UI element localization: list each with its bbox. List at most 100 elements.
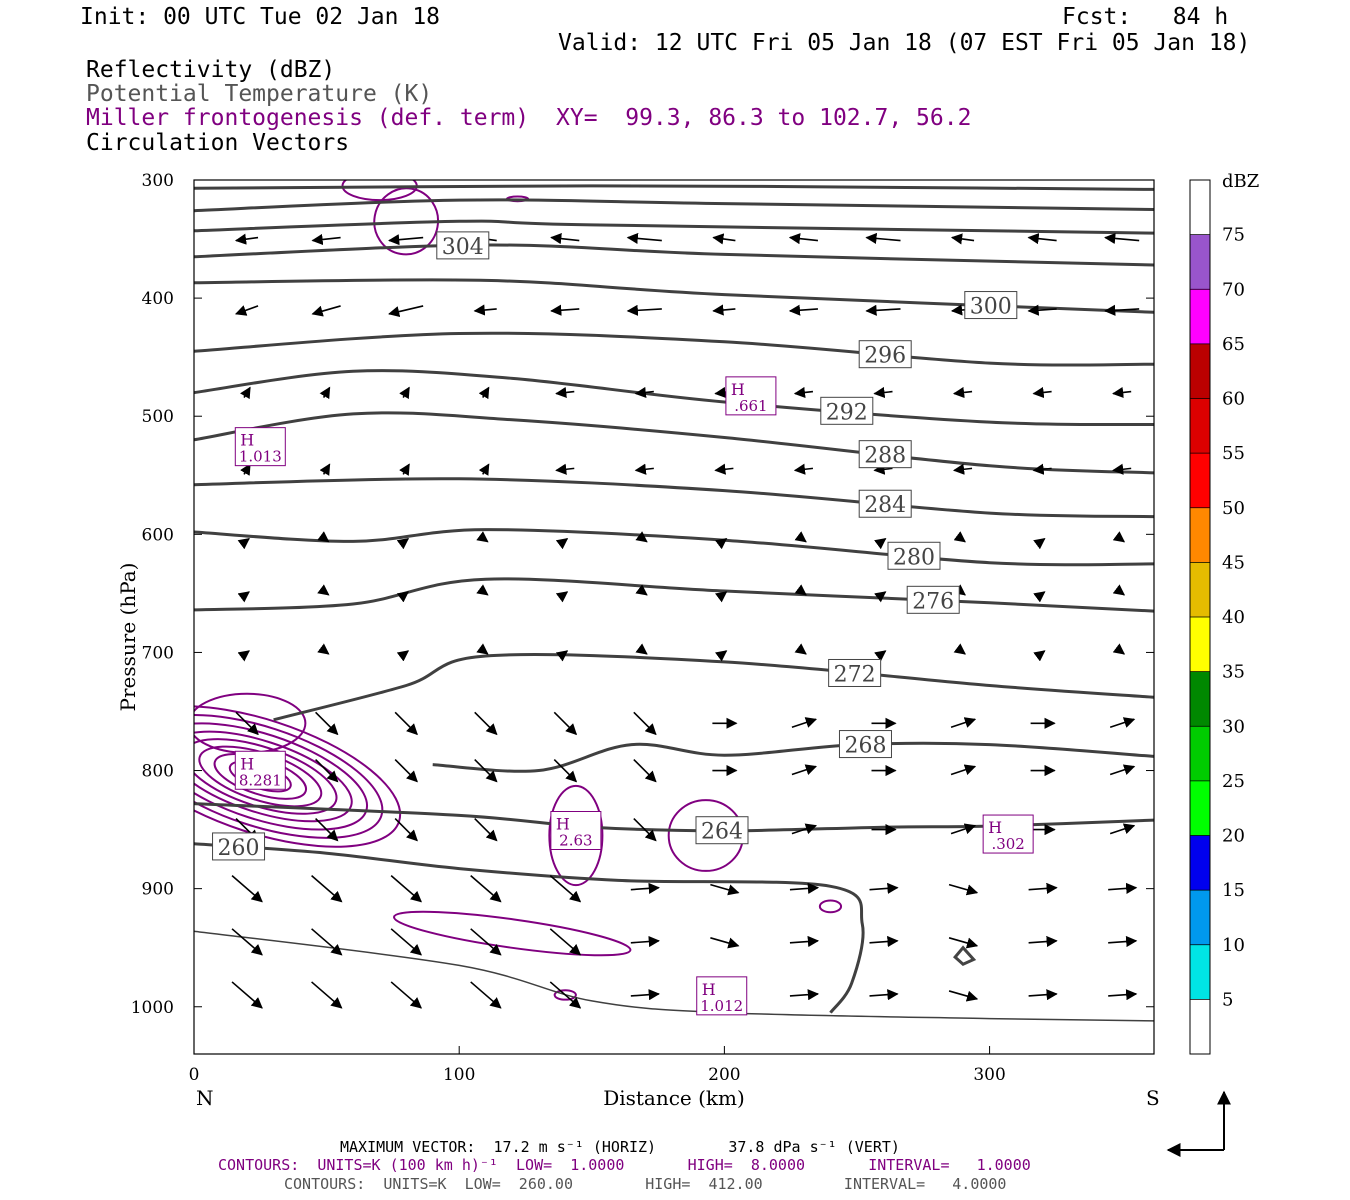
circulation-vector xyxy=(399,386,410,400)
circulation-vector xyxy=(394,711,418,736)
circulation-vector xyxy=(315,818,339,842)
circulation-vector xyxy=(478,463,490,476)
circulation-vector xyxy=(950,717,977,729)
colorbar-label: 65 xyxy=(1222,334,1245,355)
colorbar-label: 55 xyxy=(1222,443,1245,464)
circulation-vector xyxy=(470,928,502,956)
colorbar-label: 20 xyxy=(1222,826,1245,847)
circulation-vector xyxy=(791,717,818,729)
colorbar-label: 30 xyxy=(1222,716,1245,737)
circulation-vector xyxy=(396,650,410,662)
frontogenesis-contour xyxy=(818,899,843,914)
theta-label-box xyxy=(887,541,941,570)
theta-contour-272 xyxy=(273,653,1154,722)
circulation-vector xyxy=(788,304,819,316)
circulation-vector xyxy=(311,233,341,246)
theta-label-box xyxy=(858,340,912,369)
circulation-vector xyxy=(476,643,489,655)
circulation-vector xyxy=(319,386,331,400)
circulation-vector xyxy=(869,882,899,894)
circulation-vector xyxy=(791,823,818,835)
circulation-vector xyxy=(237,591,250,603)
colorbar-swatch xyxy=(1190,999,1210,1054)
colorbar-swatch xyxy=(1190,944,1210,1000)
circulation-vector xyxy=(714,591,728,603)
circulation-vector xyxy=(550,304,580,316)
circulation-vector xyxy=(1033,650,1046,662)
circulation-vector xyxy=(470,875,502,903)
colorbar-label: 70 xyxy=(1222,279,1245,300)
circulation-vector xyxy=(476,531,489,543)
circulation-vector xyxy=(549,928,582,956)
circulation-vector xyxy=(1108,989,1138,1001)
circulation-vector xyxy=(626,232,662,245)
y-tick-label: 400 xyxy=(142,289,174,309)
theta-label: 296 xyxy=(864,344,906,369)
frontogenesis-contour xyxy=(548,784,604,887)
circulation-vector xyxy=(237,538,250,550)
circulation-vector xyxy=(555,386,575,399)
circulation-vector xyxy=(873,386,893,399)
y-tick-label: 700 xyxy=(142,643,174,663)
theta-contour-296 xyxy=(194,331,1154,367)
y-axis-label: Pressure (hPa) xyxy=(116,563,140,712)
circulation-vector xyxy=(791,764,818,776)
circulation-vector xyxy=(633,711,657,736)
circulation-vector xyxy=(1109,764,1136,776)
circulation-vector xyxy=(873,463,893,475)
circulation-vector xyxy=(317,643,330,655)
theta-label: 284 xyxy=(864,493,906,518)
theta-contour-316 xyxy=(194,184,1154,191)
theta-label: 292 xyxy=(826,400,868,425)
circulation-vector xyxy=(390,928,423,956)
circulation-vector xyxy=(714,538,728,550)
circulation-vector xyxy=(390,981,423,1009)
circulation-vector xyxy=(555,463,575,475)
y-tick-label: 800 xyxy=(142,762,174,782)
theta-label-box xyxy=(858,489,912,518)
circulation-vector xyxy=(553,758,578,783)
circulation-vector xyxy=(319,463,331,476)
circulation-vector xyxy=(315,758,339,783)
circulation-vector xyxy=(474,758,498,783)
colorbar-label: 35 xyxy=(1222,662,1245,683)
theta-label: 304 xyxy=(442,235,484,260)
circulation-vector xyxy=(953,531,966,543)
footer-max-vector: MAXIMUM VECTOR: 17.2 m s⁻¹ (HORIZ) 37.8 … xyxy=(340,1138,900,1156)
colorbar-label: 60 xyxy=(1222,389,1245,410)
frontogenesis-contour xyxy=(194,714,384,839)
circulation-vector xyxy=(789,882,820,894)
colorbar-swatch xyxy=(1190,835,1210,891)
circulation-vector xyxy=(1112,531,1126,543)
x-tick-label: 200 xyxy=(708,1065,740,1085)
vector-key-icon xyxy=(1166,1090,1231,1157)
circulation-vector xyxy=(714,463,734,475)
circulation-vector xyxy=(788,233,819,245)
fronto-max-value: 1.013 xyxy=(239,448,282,466)
contour-labels: 304300296292288284280276272268264260H1.0… xyxy=(212,231,1034,1016)
colorbar-label: 5 xyxy=(1222,989,1233,1010)
circulation-vector xyxy=(952,386,973,399)
circulation-vector xyxy=(1112,386,1132,399)
circulation-vector xyxy=(476,584,489,596)
circulation-vector xyxy=(952,463,973,475)
colorbar-swatch xyxy=(1190,562,1210,617)
circulation-vectors xyxy=(231,232,1140,1009)
theta-label: 268 xyxy=(844,734,886,759)
circulation-vector xyxy=(1027,233,1057,245)
y-tick-label: 500 xyxy=(142,407,174,427)
circulation-vector xyxy=(240,386,251,400)
circulation-vector xyxy=(555,538,569,550)
theta-label-box xyxy=(820,396,874,425)
circulation-vector xyxy=(1033,591,1046,603)
theta-label-box xyxy=(436,231,490,260)
circulation-vector xyxy=(235,711,259,736)
y-tick-label: 300 xyxy=(142,171,174,191)
circulation-vector xyxy=(474,711,498,736)
circulation-vector xyxy=(634,463,654,475)
circulation-vector xyxy=(317,531,330,543)
theta-contour-276 xyxy=(194,577,1154,613)
colorbar-swatch xyxy=(1190,453,1210,508)
circulation-vector xyxy=(634,386,654,399)
theta-label: 300 xyxy=(970,295,1012,320)
